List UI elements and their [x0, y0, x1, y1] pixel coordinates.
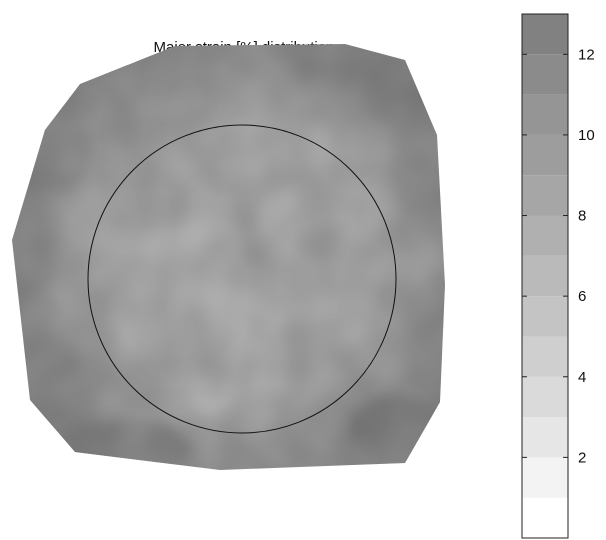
colorbar-level	[522, 215, 568, 256]
colorbar-level	[522, 94, 568, 135]
colorbar-level	[522, 54, 568, 95]
colorbar-level	[522, 417, 568, 458]
colorbar-tick-label: 6	[578, 288, 586, 305]
colorbar-level	[522, 14, 568, 55]
colorbar-level	[522, 296, 568, 337]
colorbar-tick-label: 8	[578, 208, 586, 225]
strain-map	[12, 44, 445, 470]
colorbar: 2 4 6 8 10 12	[521, 13, 595, 539]
colorbar-tick-label: 4	[578, 369, 586, 386]
colorbar-level	[522, 255, 568, 297]
strain-texture	[12, 44, 445, 470]
colorbar-tick-label: 10	[578, 127, 595, 144]
colorbar-level	[522, 376, 568, 418]
colorbar-level	[522, 336, 568, 377]
colorbar-level	[522, 457, 568, 498]
colorbar-level	[522, 497, 568, 538]
colorbar-level	[522, 175, 568, 216]
colorbar-frame	[521, 13, 569, 539]
colorbar-tick-label: 2	[578, 449, 586, 466]
colorbar-level	[522, 134, 568, 176]
reference-circle	[87, 124, 397, 434]
colorbar-tick-label: 12	[578, 46, 595, 63]
